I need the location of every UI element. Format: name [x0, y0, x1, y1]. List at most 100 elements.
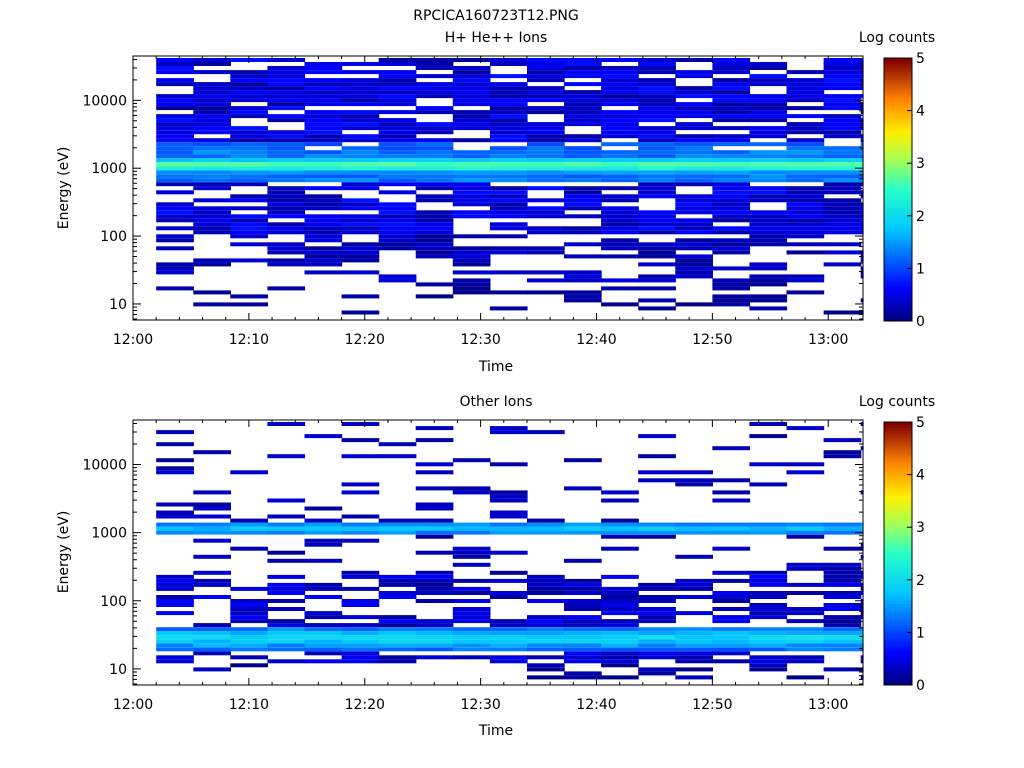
heatmap-cell — [786, 659, 825, 664]
colorbar-segment — [884, 118, 912, 122]
heatmap-cell — [564, 530, 602, 535]
heatmap-cell — [193, 58, 231, 62]
heatmap-cell — [564, 202, 602, 207]
heatmap-cell — [193, 490, 231, 495]
heatmap-cell — [638, 298, 676, 303]
heatmap-cell — [675, 470, 713, 475]
colorbar-segment — [884, 89, 912, 93]
heatmap-cell — [786, 534, 825, 539]
heatmap-cell — [415, 90, 454, 95]
colorbar-segment — [884, 537, 912, 541]
heatmap-cell — [638, 278, 676, 283]
heatmap-cell — [564, 607, 602, 611]
heatmap-cell — [489, 462, 528, 467]
heatmap-cell — [415, 534, 454, 539]
heatmap-cell — [341, 615, 380, 620]
heatmap-cell — [267, 206, 306, 211]
heatmap-cell — [638, 619, 676, 624]
heatmap-cell — [415, 62, 454, 66]
heatmap-cell — [415, 182, 454, 187]
heatmap-cell — [712, 490, 751, 495]
heatmap-cell — [638, 114, 676, 119]
colorbar-segment — [884, 477, 912, 481]
heatmap-cell — [638, 534, 676, 539]
colorbar-segment — [884, 310, 912, 314]
heatmap-cell — [304, 198, 343, 203]
heatmap-cell — [860, 655, 864, 660]
heatmap-cell — [156, 574, 194, 579]
heatmap-cell — [638, 526, 676, 531]
heatmap-cell — [749, 194, 788, 199]
heatmap-cell — [452, 631, 491, 636]
heatmap-cell — [193, 643, 231, 648]
heatmap-cell — [749, 134, 788, 139]
heatmap-cell — [527, 122, 565, 127]
heatmap-cell — [564, 82, 602, 87]
heatmap-cell — [193, 214, 231, 219]
heatmap-cell — [786, 611, 825, 616]
heatmap-cell — [527, 166, 565, 171]
heatmap-cell — [823, 647, 862, 652]
heatmap-cell — [489, 498, 528, 503]
heatmap-cell — [378, 234, 417, 239]
heatmap-cell — [193, 186, 231, 191]
heatmap-cell — [193, 94, 231, 99]
heatmap-cell — [304, 246, 343, 251]
heatmap-cell — [267, 166, 306, 171]
heatmap-cell — [860, 554, 864, 559]
heatmap-cell — [860, 118, 864, 123]
heatmap-cell — [675, 70, 713, 75]
heatmap-cell — [786, 639, 825, 644]
heatmap-cell — [415, 619, 454, 624]
heatmap-cell — [564, 290, 602, 295]
heatmap-cell — [230, 302, 268, 307]
colorbar-segment — [884, 682, 912, 686]
heatmap-cell — [156, 286, 194, 291]
heatmap-cell — [860, 446, 864, 451]
colorbar-segment — [884, 205, 912, 209]
heatmap-cell — [304, 94, 343, 99]
heatmap-cell — [415, 242, 454, 247]
heatmap-cell — [675, 530, 713, 535]
heatmap-cell — [527, 206, 565, 211]
heatmap-cell — [675, 554, 713, 559]
heatmap-cell — [712, 198, 751, 203]
colorbar-segment — [884, 273, 912, 277]
heatmap-cell — [712, 86, 751, 91]
colorbar-segment — [884, 79, 912, 83]
heatmap-cell — [415, 186, 454, 191]
colorbar-segment — [884, 632, 912, 636]
heatmap-cell — [156, 206, 194, 211]
heatmap-cell — [675, 150, 713, 155]
heatmap-cell — [638, 118, 676, 123]
colorbar-segment — [884, 71, 912, 75]
colorbar-segment — [884, 427, 912, 431]
heatmap-cell — [489, 82, 528, 87]
heatmap-cell — [304, 82, 343, 87]
heatmap-cell — [601, 58, 639, 62]
heatmap-cell — [304, 226, 343, 231]
heatmap-cell — [601, 178, 639, 183]
heatmap-cell — [267, 250, 306, 255]
colorbar-segment — [884, 284, 912, 288]
heatmap-cell — [564, 102, 602, 107]
heatmap-cell — [823, 66, 862, 70]
heatmap-cell — [304, 166, 343, 171]
heatmap-cell — [267, 74, 306, 79]
colorbar-segment — [884, 445, 912, 449]
heatmap-cell — [564, 458, 602, 463]
heatmap-cell — [267, 226, 306, 231]
heatmap-cell — [638, 166, 676, 171]
heatmap-cell — [230, 258, 268, 263]
heatmap-cell — [341, 186, 380, 191]
heatmap-cell — [267, 262, 306, 267]
heatmap-cell — [823, 114, 862, 119]
heatmap-cell — [341, 94, 380, 99]
heatmap-cell — [823, 566, 862, 571]
heatmap-cell — [304, 230, 343, 235]
heatmap-cell — [489, 270, 528, 275]
heatmap-cell — [489, 134, 528, 139]
heatmap-cell — [304, 586, 343, 591]
y-tick-label: 100 — [100, 229, 127, 245]
heatmap-cell — [304, 162, 343, 167]
